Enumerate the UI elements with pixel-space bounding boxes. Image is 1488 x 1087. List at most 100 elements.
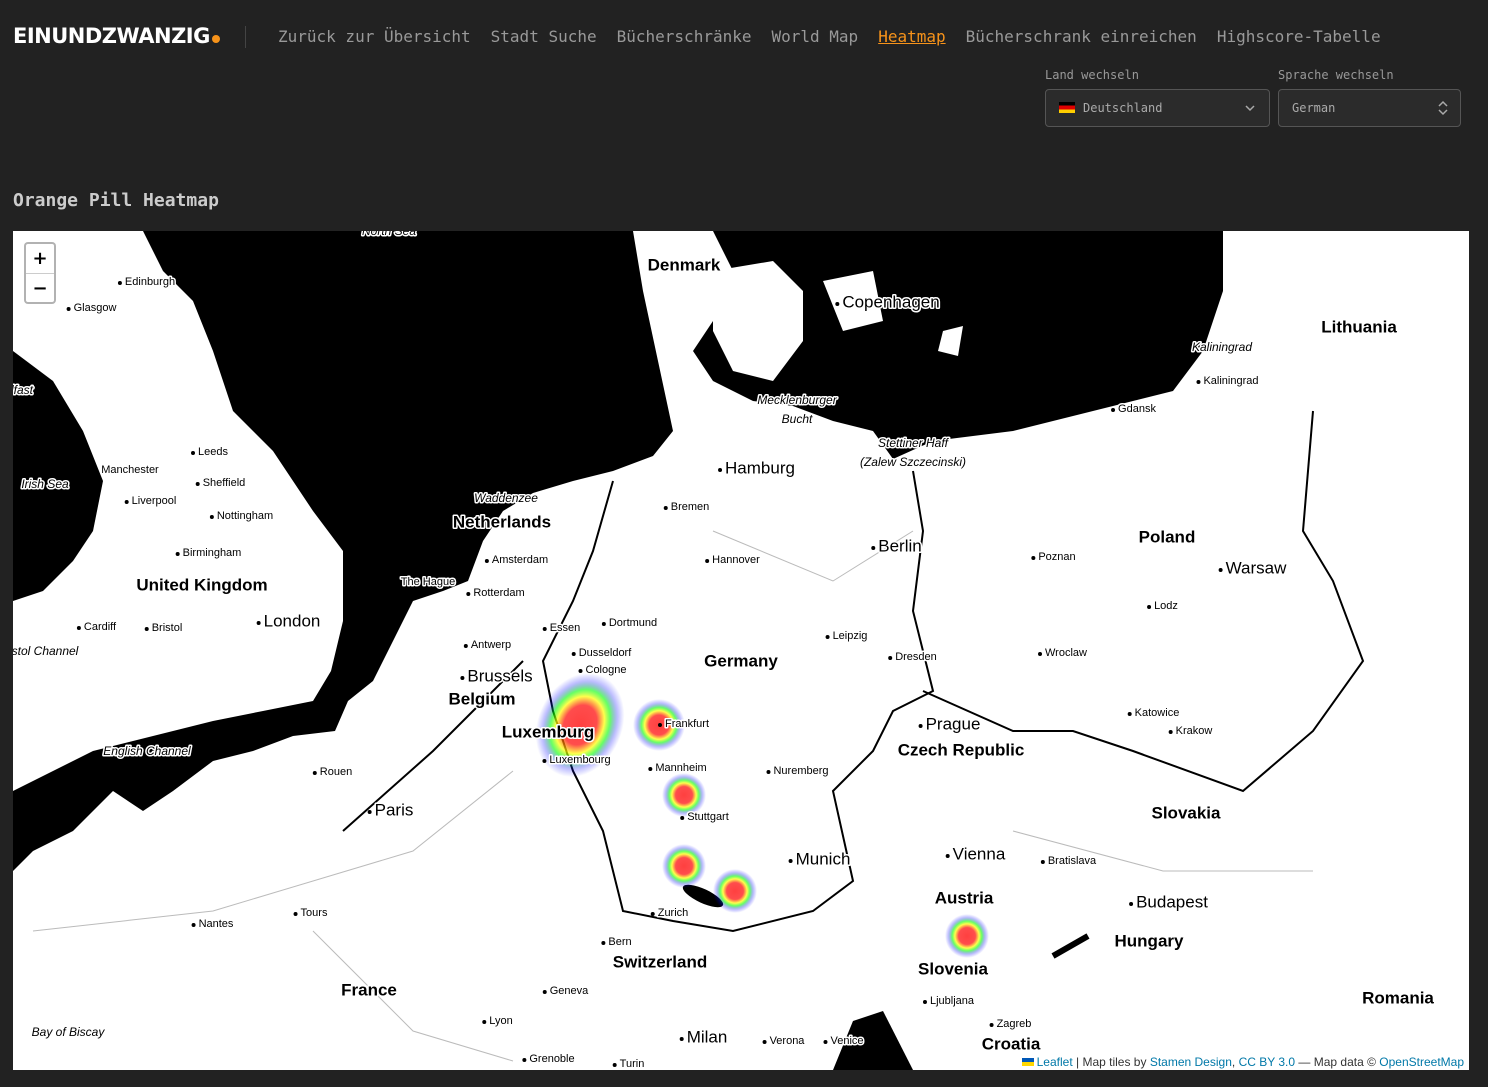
map-label: lfast (13, 383, 34, 397)
map-label: Edinburgh (125, 276, 175, 288)
city-dot (1031, 556, 1036, 560)
zoom-out[interactable]: − (26, 273, 54, 302)
map-label: Bern (608, 936, 631, 948)
language-select[interactable]: German (1278, 89, 1461, 127)
map-label: Gdansk (1118, 403, 1156, 415)
map-label: The Hague (401, 576, 455, 588)
city-dot (1196, 380, 1201, 384)
city-dot (522, 1058, 527, 1062)
attr-link[interactable]: OpenStreetMap (1379, 1055, 1464, 1069)
map-label: Brussels (467, 666, 532, 685)
map-label: Dresden (895, 651, 937, 663)
city-dot (460, 676, 465, 680)
city-dot (989, 1023, 994, 1027)
nav-link[interactable]: Highscore-Tabelle (1216, 27, 1381, 46)
city-dot (94, 469, 99, 473)
nav: Zurück zur Übersicht Stadt Suche Büchers… (278, 27, 1381, 46)
select-value: Deutschland (1083, 101, 1163, 115)
city-dot (463, 644, 468, 648)
map-label: Glasgow (74, 302, 117, 314)
nav-link[interactable]: Heatmap (878, 27, 946, 46)
city-dot (124, 500, 129, 504)
map-label: Wroclaw (1045, 647, 1087, 659)
map-label: Geneva (550, 985, 589, 997)
city-dot (76, 626, 81, 630)
city-dot (918, 724, 923, 728)
country-select[interactable]: Deutschland (1045, 89, 1270, 127)
attr-text: | Map tiles by (1076, 1055, 1147, 1069)
attr-link[interactable]: Stamen Design (1149, 1055, 1232, 1069)
map-label: Leeds (198, 446, 228, 458)
map-label: Switzerland (613, 952, 707, 971)
nav-link[interactable]: Stadt Suche (490, 27, 597, 46)
nav-link[interactable]: World Map (771, 27, 859, 46)
city-dot (922, 1000, 927, 1004)
city-dot (542, 990, 547, 994)
heatmap (535, 672, 989, 958)
map-label: Mannheim (655, 762, 706, 774)
map-label: Verona (770, 1035, 806, 1047)
map-label: Rotterdam (473, 587, 524, 599)
attr-link[interactable]: Leaflet (1036, 1055, 1073, 1069)
map-label: Berlin (878, 536, 921, 555)
city-dot (191, 451, 196, 455)
map-label: Poznan (1038, 551, 1075, 563)
city-dot (393, 581, 398, 585)
city-dot (578, 669, 583, 673)
map-label: Germany (704, 651, 778, 670)
map-label: Birmingham (183, 547, 242, 559)
map-label: Irish Sea (21, 477, 69, 491)
select-label: Sprache wechseln (1278, 68, 1394, 82)
map-label: Budapest (1136, 892, 1208, 911)
city-dot (766, 770, 771, 774)
logo[interactable]: EINUNDZWANZIG (13, 24, 220, 48)
chevron (1245, 105, 1255, 112)
city-dot (1040, 860, 1045, 864)
attr-link[interactable]: CC BY 3.0 (1238, 1055, 1296, 1069)
borders (342, 410, 1365, 933)
map-label: Bremen (671, 501, 710, 513)
map-label: Slovenia (918, 959, 988, 978)
map-label: Lyon (489, 1015, 512, 1027)
land (713, 261, 963, 381)
map-label: Romania (1362, 988, 1434, 1007)
city-dot (601, 622, 606, 626)
city-dot (1129, 902, 1134, 906)
map-label: United Kingdom (136, 575, 267, 594)
map-label: Grenoble (529, 1053, 574, 1065)
map-label: Czech Republic (898, 740, 1025, 759)
city-dot (571, 652, 576, 656)
city-dot (612, 1063, 617, 1067)
separator (245, 26, 246, 48)
map-label: Munich (796, 849, 851, 868)
city-dot (705, 559, 710, 563)
city-dot (650, 912, 655, 916)
city-dot (117, 281, 122, 285)
map-label: Copenhagen (842, 292, 939, 311)
city-dot (663, 506, 668, 510)
map-label: Essen (550, 622, 581, 634)
map[interactable]: Denmark Lithuania Netherlands Poland United … (13, 231, 1469, 1070)
attr-text: — Map data © (1298, 1055, 1376, 1069)
city-dot (191, 923, 196, 927)
map-label: Frankfurt (665, 718, 709, 730)
map-label: Hungary (1115, 931, 1185, 950)
map-label: stol Channel (13, 644, 79, 658)
logo-text[interactable]: EINUNDZWANZIG (13, 24, 210, 48)
map-label: Stuttgart (687, 811, 729, 823)
map-label: Krakow (1176, 725, 1213, 737)
map-label: Hamburg (725, 458, 795, 477)
nav-link[interactable]: Zurück zur Übersicht (278, 27, 471, 46)
map-label: Vienna (953, 844, 1006, 863)
flag-icon (1059, 102, 1075, 113)
city-dot (825, 635, 830, 639)
map-label: Paris (375, 800, 414, 819)
map-label: Slovakia (1152, 803, 1222, 822)
zoom-in[interactable]: + (32, 248, 48, 269)
map-label: Dortmund (609, 617, 657, 629)
nav-link[interactable]: Bücherschränke (616, 27, 752, 46)
city-dot (175, 552, 180, 556)
map-label: Zagreb (997, 1018, 1032, 1030)
nav-link[interactable]: Bücherschrank einreichen (965, 27, 1197, 46)
